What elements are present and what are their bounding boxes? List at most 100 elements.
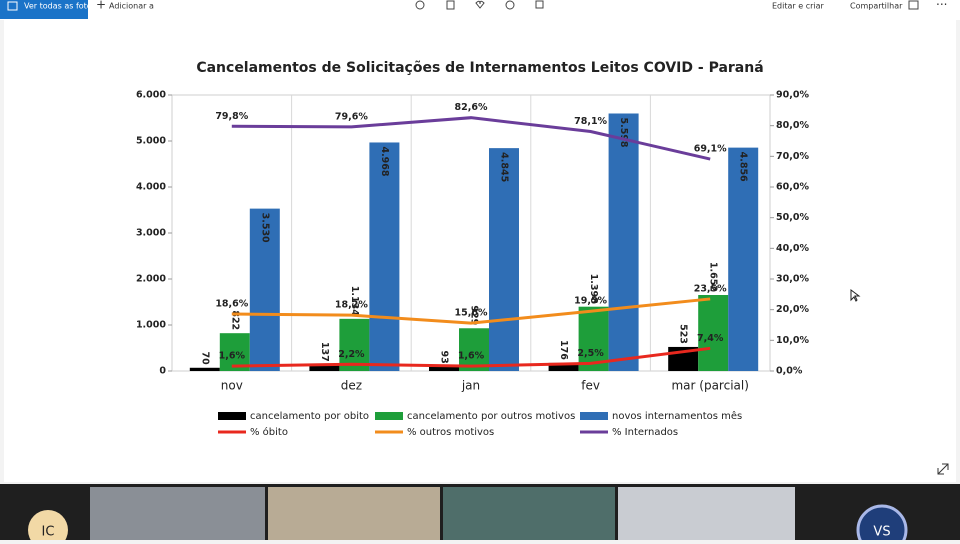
legend-label: % Internados — [612, 427, 678, 438]
value-label: 7,4% — [697, 333, 724, 344]
value-label: 1,6% — [458, 351, 485, 362]
y2-tick-label: 80,0% — [776, 120, 809, 131]
bar — [608, 113, 639, 371]
value-label: 82,6% — [455, 102, 488, 113]
y2-tick-label: 10,0% — [776, 335, 809, 346]
value-label: 18,2% — [335, 300, 368, 311]
value-label: 523 — [678, 324, 689, 344]
y-tick-label: 0 — [159, 366, 166, 377]
value-label: 18,6% — [215, 298, 248, 309]
value-label: 2,5% — [577, 348, 604, 359]
line — [231, 297, 711, 325]
value-label: 929 — [469, 305, 480, 325]
value-label: 5.598 — [618, 117, 629, 147]
y2-tick-label: 0,0% — [776, 366, 803, 377]
value-label: 15,6% — [455, 308, 488, 319]
toolbar — [0, 0, 960, 20]
bar — [548, 362, 579, 371]
line — [231, 346, 711, 368]
value-label: 70 — [199, 352, 210, 366]
legend-label: cancelamento por outros motivos — [407, 411, 575, 422]
add-to-button[interactable]: Adicionar a — [109, 2, 154, 11]
y2-tick-label: 30,0% — [776, 274, 809, 285]
x-tick-label: nov — [221, 379, 243, 393]
expand-icon[interactable] — [937, 463, 949, 475]
video-tile — [268, 487, 440, 540]
bar — [369, 142, 400, 371]
delete-icon[interactable] — [446, 0, 455, 10]
icon — [7, 1, 18, 11]
y2-tick-label: 40,0% — [776, 243, 809, 254]
video-tile — [90, 487, 265, 540]
value-label: 3.530 — [259, 213, 270, 243]
value-label: 4.856 — [738, 152, 749, 182]
edit-create-button[interactable]: Editar e criar — [772, 2, 825, 11]
chart-title: Cancelamentos de Solicitações de Interna… — [196, 60, 763, 76]
print-icon[interactable] — [908, 0, 919, 10]
x-tick-label: fev — [581, 379, 600, 393]
y-tick-label: 1.000 — [136, 320, 166, 331]
bar — [489, 148, 519, 371]
bar — [339, 318, 370, 371]
view-all-button[interactable] — [0, 0, 88, 19]
avatar — [28, 510, 68, 544]
y-tick-label: 6.000 — [136, 90, 166, 101]
avatar — [856, 504, 908, 544]
rotate-icon[interactable] — [505, 0, 515, 10]
bar — [459, 328, 489, 371]
zoom-icon[interactable] — [415, 0, 425, 10]
view-all-label[interactable]: Ver todas as fotos — [24, 2, 96, 11]
value-label: 2,2% — [338, 349, 365, 360]
value-label: 822 — [229, 310, 240, 330]
legend-label: novos internamentos mês — [612, 410, 742, 422]
video-tile — [618, 487, 795, 540]
more-icon[interactable]: ··· — [936, 0, 947, 12]
y-tick-label: 4.000 — [136, 182, 166, 193]
value-label: 19,5% — [574, 296, 607, 307]
value-label: 4.845 — [499, 152, 510, 182]
value-label: 79,6% — [335, 111, 368, 122]
y-tick-label: 5.000 — [136, 136, 166, 147]
avatar-initials: IC — [42, 525, 55, 540]
cursor — [850, 289, 861, 302]
legend-swatch — [218, 412, 246, 420]
value-label: 23,5% — [694, 283, 727, 294]
value-label: 4.968 — [379, 146, 390, 176]
photo — [4, 20, 956, 482]
bar — [249, 208, 280, 371]
value-label: 137 — [319, 342, 330, 362]
value-label: 1,6% — [219, 351, 246, 362]
value-label: 176 — [558, 340, 569, 360]
legend-label: % outros motivos — [407, 427, 494, 438]
video-tile — [443, 487, 615, 540]
legend-swatch — [375, 412, 403, 420]
x-tick-label: mar (parcial) — [671, 379, 748, 393]
value-label: 79,8% — [215, 111, 248, 122]
value-label: 1.652 — [708, 262, 719, 292]
y2-tick-label: 60,0% — [776, 182, 809, 193]
bar — [429, 366, 459, 371]
bar — [309, 364, 340, 371]
crop-icon[interactable] — [535, 0, 544, 9]
legend-label: % óbito — [250, 426, 288, 438]
value-label: 78,1% — [574, 116, 607, 127]
x-tick-label: jan — [461, 379, 480, 393]
legend-swatch — [580, 412, 608, 420]
bar — [189, 367, 220, 371]
y2-tick-label: 20,0% — [776, 304, 809, 315]
plus-icon[interactable]: + — [96, 0, 106, 12]
y2-tick-label: 90,0% — [776, 90, 809, 101]
y2-tick-label: 50,0% — [776, 212, 809, 223]
avatar-initials: VS — [873, 525, 890, 540]
y-tick-label: 2.000 — [136, 274, 166, 285]
value-label: 93 — [439, 350, 450, 363]
x-tick-label: dez — [341, 379, 362, 393]
value-label: 1.398 — [588, 274, 599, 304]
value-label: 1.134 — [349, 286, 360, 316]
favorite-icon[interactable] — [475, 0, 485, 9]
share-button[interactable]: Compartilhar — [850, 2, 903, 11]
line — [231, 116, 711, 161]
legend-label: cancelamento por obito — [250, 411, 369, 422]
